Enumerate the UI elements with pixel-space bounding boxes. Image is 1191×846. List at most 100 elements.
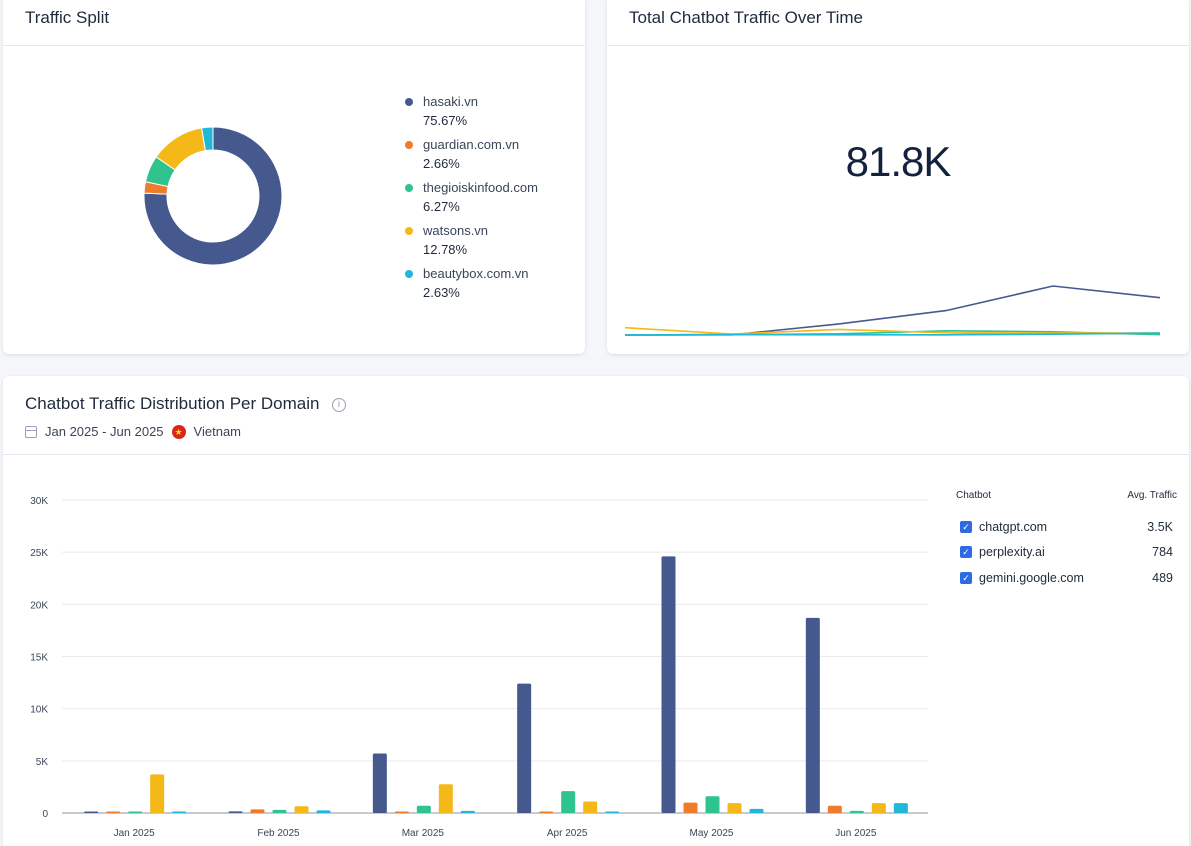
- legend-dot: [405, 183, 413, 192]
- y-tick-label: 25K: [30, 548, 48, 559]
- chatbot-name: gemini.google.com: [979, 570, 1084, 585]
- legend-item-beautybox[interactable]: beautybox.com.vn 2.63%: [405, 266, 538, 300]
- legend-item-watsons[interactable]: watsons.vn 12.78%: [405, 223, 538, 257]
- bar-hasaki-vn-4: [661, 556, 676, 813]
- bar-beautybox-com-vn-0: [172, 811, 187, 813]
- distribution-card: Chatbot Traffic Distribution Per Domain …: [3, 376, 1189, 846]
- chatbot-avg: 784: [1152, 545, 1173, 560]
- bar-guardian-com-vn-1: [250, 809, 265, 813]
- bar-hasaki-vn-2: [372, 753, 387, 813]
- bar-watsons-vn-3: [583, 801, 598, 813]
- chatbot-row-gemini[interactable]: ✓ gemini.google.com 489: [952, 565, 1177, 591]
- donut-slice-hasaki-vn: [143, 126, 283, 266]
- col-avg-traffic[interactable]: Avg. Traffic: [1127, 490, 1177, 501]
- calendar-icon: [25, 425, 37, 438]
- chatbot-table: Chatbot Avg. Traffic ✓ chatgpt.com 3.5K ✓…: [952, 490, 1177, 591]
- chatbot-name: chatgpt.com: [979, 519, 1048, 534]
- legend-pct: 2.63%: [423, 285, 460, 300]
- legend-dot: [405, 140, 413, 149]
- bar-hasaki-vn-3: [517, 683, 532, 813]
- bar-guardian-com-vn-2: [394, 811, 409, 813]
- traffic-split-title: Traffic Split: [25, 8, 110, 27]
- chatbot-table-header: Chatbot Avg. Traffic: [952, 490, 1177, 501]
- checkbox-icon[interactable]: ✓: [960, 546, 972, 559]
- legend-domain: thegioiskinfood.com: [423, 180, 538, 195]
- bar-hasaki-vn-1: [228, 811, 243, 813]
- bar-thegioiskinfood-com-0: [128, 811, 143, 813]
- distribution-title-row: Chatbot Traffic Distribution Per Domain …: [25, 394, 1167, 414]
- over-time-title: Total Chatbot Traffic Over Time: [629, 8, 863, 27]
- y-tick-label: 5K: [36, 757, 49, 768]
- chatbot-name: perplexity.ai: [979, 545, 1045, 560]
- legend-domain: watsons.vn: [423, 223, 489, 238]
- bar-beautybox-com-vn-5: [893, 803, 908, 813]
- x-tick-label: Jun 2025: [835, 828, 877, 839]
- bar-thegioiskinfood-com-5: [849, 810, 864, 813]
- bar-beautybox-com-vn-3: [605, 811, 620, 813]
- bar-guardian-com-vn-4: [683, 802, 698, 813]
- bar-thegioiskinfood-com-1: [272, 809, 287, 813]
- legend-pct: 2.66%: [423, 156, 460, 171]
- x-tick-label: May 2025: [690, 828, 734, 839]
- traffic-split-header: Traffic Split: [3, 0, 585, 46]
- chatbot-avg: 489: [1152, 570, 1173, 585]
- bar-beautybox-com-vn-1: [316, 810, 331, 813]
- traffic-split-donut: [143, 126, 283, 266]
- y-tick-label: 10K: [30, 705, 48, 716]
- legend-dot: [405, 97, 413, 106]
- distribution-filters: Jan 2025 - Jun 2025 ★ Vietnam: [25, 424, 1167, 439]
- y-tick-label: 0: [42, 809, 48, 820]
- total-traffic-value: 81.8K: [845, 138, 952, 185]
- traffic-split-legend: hasaki.vn 75.67% guardian.com.vn 2.66% t…: [405, 94, 538, 309]
- bar-guardian-com-vn-0: [106, 811, 121, 813]
- chatbot-avg: 3.5K: [1147, 519, 1173, 534]
- bar-beautybox-com-vn-2: [460, 810, 475, 813]
- x-tick-label: Jan 2025: [114, 828, 156, 839]
- over-time-card: Total Chatbot Traffic Over Time 81.8K: [607, 0, 1189, 354]
- legend-domain: hasaki.vn: [423, 94, 478, 109]
- chatbot-row-chatgpt[interactable]: ✓ chatgpt.com 3.5K: [952, 514, 1177, 540]
- over-time-line-chart: [624, 285, 1161, 336]
- x-tick-label: Apr 2025: [547, 828, 588, 839]
- bar-beautybox-com-vn-4: [749, 808, 764, 813]
- y-tick-label: 20K: [30, 600, 48, 611]
- legend-dot: [405, 269, 413, 278]
- checkbox-icon[interactable]: ✓: [960, 571, 972, 584]
- legend-pct: 12.78%: [423, 242, 468, 257]
- bar-hasaki-vn-0: [84, 811, 99, 813]
- legend-item-thegioiskinfood[interactable]: thegioiskinfood.com 6.27%: [405, 180, 538, 214]
- vietnam-flag-icon: ★: [171, 424, 186, 439]
- donut-slice-beautybox-com-vn: [201, 126, 214, 152]
- bar-guardian-com-vn-5: [827, 805, 842, 813]
- legend-domain: guardian.com.vn: [423, 137, 520, 152]
- x-tick-label: Feb 2025: [257, 828, 300, 839]
- col-chatbot[interactable]: Chatbot: [956, 490, 992, 501]
- bar-thegioiskinfood-com-2: [416, 805, 431, 813]
- legend-item-hasaki[interactable]: hasaki.vn 75.67%: [405, 94, 538, 128]
- line-series-4: [624, 332, 1161, 336]
- bar-hasaki-vn-5: [805, 617, 820, 813]
- line-series-0: [624, 285, 1161, 336]
- info-icon[interactable]: i: [331, 397, 346, 412]
- traffic-split-card: Traffic Split hasaki.vn 75.67% guardian.…: [3, 0, 585, 354]
- over-time-header: Total Chatbot Traffic Over Time: [607, 0, 1189, 46]
- legend-item-guardian[interactable]: guardian.com.vn 2.66%: [405, 137, 538, 171]
- legend-pct: 6.27%: [423, 199, 460, 214]
- country[interactable]: Vietnam: [193, 424, 242, 439]
- bar-thegioiskinfood-com-4: [705, 796, 720, 813]
- date-range[interactable]: Jan 2025 - Jun 2025: [45, 424, 164, 439]
- bar-watsons-vn-1: [294, 806, 309, 813]
- chatbot-row-perplexity[interactable]: ✓ perplexity.ai 784: [952, 540, 1177, 566]
- checkbox-icon[interactable]: ✓: [960, 520, 972, 533]
- distribution-header: Chatbot Traffic Distribution Per Domain …: [3, 376, 1189, 455]
- legend-pct: 75.67%: [423, 113, 468, 128]
- legend-dot: [405, 226, 413, 235]
- y-tick-label: 15K: [30, 653, 48, 664]
- bar-watsons-vn-5: [871, 803, 886, 813]
- legend-domain: beautybox.com.vn: [423, 266, 529, 281]
- y-tick-label: 30K: [30, 496, 48, 507]
- bar-watsons-vn-4: [727, 803, 742, 813]
- bar-watsons-vn-2: [438, 784, 453, 813]
- x-tick-label: Mar 2025: [402, 828, 445, 839]
- bar-thegioiskinfood-com-3: [561, 791, 576, 813]
